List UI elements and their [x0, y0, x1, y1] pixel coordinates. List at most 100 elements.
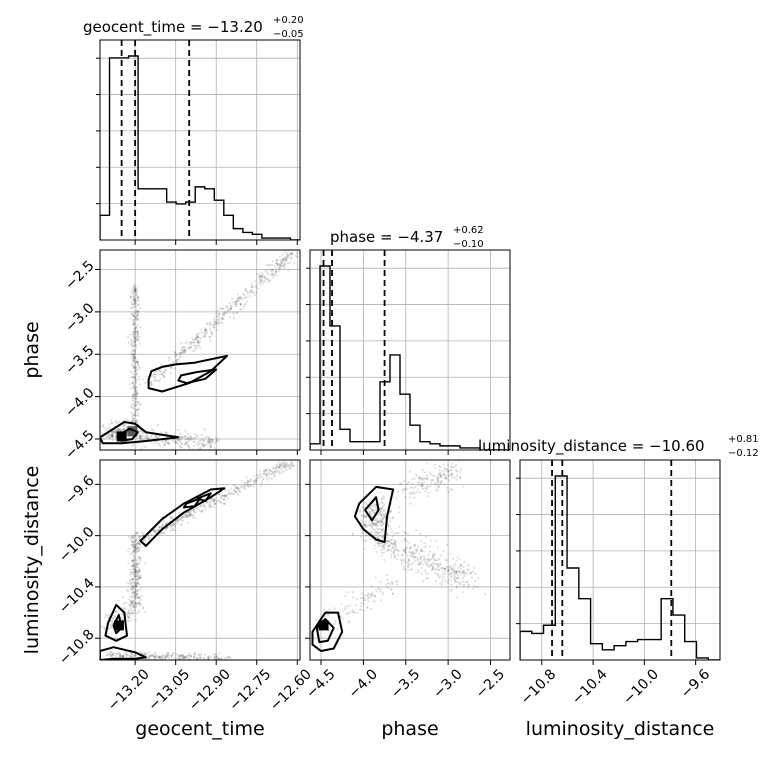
scatter-point — [458, 470, 462, 474]
scatter-point — [371, 509, 374, 512]
scatter-point — [174, 523, 177, 526]
scatter-point — [184, 655, 187, 658]
scatter-point — [423, 542, 426, 545]
scatter-point — [213, 326, 216, 329]
scatter-point — [336, 627, 339, 630]
scatter-point — [129, 583, 132, 586]
scatter-point — [433, 553, 436, 556]
scatter-point — [229, 306, 233, 310]
title-luminosity-distance-plus: +0.81 — [728, 434, 759, 445]
scatter-point — [112, 617, 115, 620]
scatter-point — [144, 437, 147, 440]
scatter-point — [176, 358, 179, 361]
scatter-point — [370, 521, 374, 524]
scatter-point — [197, 341, 200, 344]
scatter-point — [251, 285, 254, 288]
scatter-point — [284, 466, 287, 470]
scatter-point — [136, 555, 140, 558]
scatter-point — [135, 394, 138, 397]
scatter-point — [412, 553, 416, 556]
scatter-point — [130, 559, 134, 562]
scatter-point — [368, 521, 371, 524]
scatter-point — [129, 655, 133, 658]
scatter-point — [407, 569, 410, 572]
scatter-point — [374, 600, 377, 603]
scatter-point — [182, 350, 185, 353]
scatter-point — [134, 539, 137, 542]
scatter-point — [466, 580, 469, 584]
ylabel-phase: phase — [21, 321, 43, 378]
scatter-point — [160, 531, 163, 534]
scatter-point — [371, 526, 374, 529]
scatter-point — [343, 595, 347, 598]
scatter-point — [239, 307, 242, 310]
scatter-point — [214, 657, 217, 660]
scatter-point — [221, 317, 224, 320]
scatter-point — [128, 616, 131, 619]
scatter-point — [148, 655, 151, 658]
scatter-point — [391, 583, 394, 586]
scatter-point — [430, 479, 433, 482]
scatter-point — [140, 437, 143, 441]
scatter-point — [348, 611, 351, 614]
scatter-point — [407, 558, 410, 562]
scatter-point — [135, 414, 139, 417]
scatter-point — [454, 463, 458, 467]
scatter-point — [239, 303, 242, 306]
scatter-point — [129, 604, 132, 608]
scatter-point — [132, 605, 135, 609]
scatter-point — [199, 656, 202, 659]
scatter-point — [179, 517, 182, 520]
scatter-point — [386, 549, 389, 552]
scatter-point — [133, 287, 136, 290]
scatter-point — [202, 656, 206, 659]
scatter-point — [455, 570, 458, 573]
scatter-point — [380, 513, 383, 516]
scatter-point — [262, 279, 265, 282]
scatter-point — [135, 378, 138, 382]
scatter-point — [137, 550, 140, 553]
scatter-point — [281, 265, 284, 268]
scatter-point — [470, 576, 474, 579]
scatter-point — [445, 486, 448, 489]
scatter-point — [130, 618, 133, 621]
scatter-point — [236, 296, 240, 299]
scatter-point — [201, 444, 205, 448]
scatter-point — [421, 487, 424, 490]
scatter-point — [249, 484, 252, 487]
scatter-point — [150, 533, 153, 537]
scatter-point — [431, 555, 434, 558]
scatter-point — [122, 424, 125, 427]
scatter-point — [132, 654, 136, 657]
scatter-point — [455, 470, 459, 473]
scatter-point — [243, 486, 247, 489]
scatter-point — [175, 361, 178, 364]
scatter-point — [180, 348, 183, 352]
scatter-point — [126, 589, 129, 592]
scatter-point — [377, 524, 380, 527]
scatter-point — [439, 475, 443, 478]
scatter-point — [136, 310, 139, 313]
scatter-point — [136, 314, 139, 317]
scatter-point — [408, 481, 411, 484]
scatter-point — [122, 654, 125, 658]
scatter-point — [363, 501, 366, 505]
scatter-point — [220, 660, 222, 662]
scatter-point — [209, 505, 212, 508]
scatter-point — [137, 576, 140, 580]
scatter-point — [386, 578, 389, 582]
scatter-point — [437, 484, 440, 488]
scatter-point — [386, 548, 390, 552]
scatter-point — [184, 442, 187, 445]
scatter-point — [418, 477, 421, 480]
scatter-point — [186, 432, 189, 435]
scatter-point — [134, 300, 137, 303]
scatter-point — [134, 331, 138, 334]
scatter-point — [365, 503, 368, 506]
scatter-point — [284, 255, 287, 258]
scatter-point — [132, 547, 135, 550]
scatter-point — [441, 473, 444, 476]
scatter-point — [280, 470, 284, 473]
panel-frame — [99, 459, 301, 661]
scatter-point — [373, 518, 377, 522]
